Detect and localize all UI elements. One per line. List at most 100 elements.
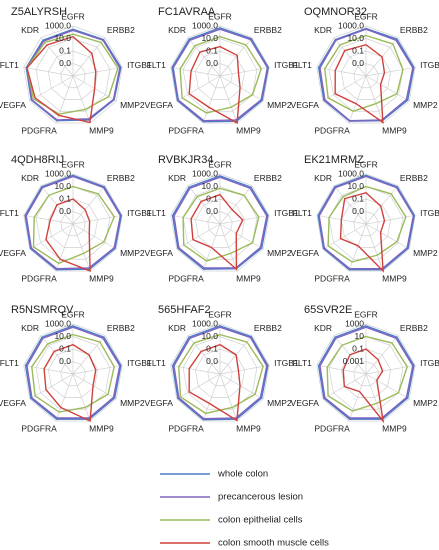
r-tick-label: 0.1 [59, 193, 71, 203]
axis-label: ERBB2 [400, 173, 428, 183]
grid-ring [182, 38, 258, 112]
chart-title: 65SVR2E [304, 304, 352, 316]
r-tick-label: 0.1 [352, 45, 364, 55]
series-line [319, 326, 414, 419]
axis-label: ITGB1 [127, 358, 152, 368]
axis-label: EGFR [61, 309, 85, 319]
series-line [339, 191, 386, 273]
series-line [173, 326, 268, 420]
spoke [72, 75, 91, 124]
r-tick-label: 10.0 [201, 33, 218, 43]
r-tick-label: 0.1 [352, 193, 364, 203]
spoke [187, 185, 221, 225]
axis-label: VEGFA [145, 398, 174, 408]
axis-label: EGFR [354, 159, 378, 169]
axis-label: VEGFA [145, 248, 174, 258]
spoke [72, 223, 91, 272]
grid-ring [207, 63, 233, 89]
spoke [187, 335, 221, 375]
axis-label: ERBB2 [400, 323, 428, 333]
grid-ring [48, 198, 98, 248]
grid-ring [316, 323, 416, 422]
chart-title: 4QDH8RIJ [11, 154, 64, 166]
axis-label: VEGFA [291, 100, 320, 110]
axis-label: EGFR [61, 11, 85, 21]
grid-ring [207, 211, 233, 237]
series-line [26, 29, 121, 121]
axis-label: FLT1 [0, 358, 19, 368]
series-line [188, 45, 241, 125]
series-line [178, 333, 264, 415]
spoke [219, 223, 264, 250]
grid-ring [23, 323, 123, 422]
axis-label: PDGFRA [314, 424, 350, 434]
axis-label: PDGFRA [168, 424, 204, 434]
axis-label: ITGB1 [127, 208, 152, 218]
spoke [365, 373, 384, 422]
series-line [327, 185, 407, 263]
series-line [179, 35, 263, 114]
r-tick-label: 1000.0 [338, 20, 364, 30]
axis-label: MMP9 [89, 126, 114, 136]
axis-label: KDR [314, 173, 332, 183]
spoke [72, 223, 117, 250]
axis-label: EGFR [354, 11, 378, 21]
r-tick-label: 0.0 [206, 58, 218, 68]
r-tick-label: 0.0 [206, 206, 218, 216]
axis-label: MMP2 [267, 398, 292, 408]
grid-ring [195, 50, 245, 100]
grid-ring [170, 25, 270, 124]
grid-ring [195, 348, 245, 398]
series-line [45, 198, 91, 273]
r-tick-label: 1000.0 [45, 20, 71, 30]
series-line [24, 325, 122, 420]
r-tick-label: 0.1 [206, 343, 218, 353]
r-tick-label: 0.0 [59, 206, 71, 216]
axis-label: PDGFRA [21, 126, 57, 136]
chart-title: EK21MRMZ [304, 154, 364, 166]
r-tick-label: 1000.0 [192, 20, 218, 30]
spoke [365, 75, 384, 124]
axis-label: PDGFRA [21, 274, 57, 284]
axis-label: MMP9 [236, 126, 261, 136]
grid-ring [353, 211, 379, 237]
grid-ring [23, 173, 123, 272]
axis-label: MMP2 [267, 100, 292, 110]
grid-ring [35, 186, 111, 260]
axis-label: VEGFA [0, 398, 26, 408]
spoke [72, 66, 123, 77]
spoke [40, 335, 74, 375]
series-line [188, 343, 241, 422]
spoke [322, 223, 367, 250]
axis-label: MMP2 [120, 398, 145, 408]
spoke [333, 185, 367, 225]
axis-label: ERBB2 [107, 25, 135, 35]
axis-label: EGFR [208, 11, 232, 21]
r-tick-label: 1000.0 [45, 168, 71, 178]
spoke [72, 37, 106, 77]
spoke [40, 37, 74, 77]
axis-label: FLT1 [147, 208, 166, 218]
r-tick-label: 10.0 [201, 331, 218, 341]
spoke [29, 75, 74, 102]
axis-label: MMP9 [382, 274, 407, 284]
grid-ring [170, 323, 270, 422]
axis-label: MMP9 [382, 126, 407, 136]
spoke [316, 364, 367, 375]
spoke [202, 75, 221, 124]
spoke [23, 66, 74, 77]
axis-label: MMP2 [120, 248, 145, 258]
axis-label: MMP9 [236, 424, 261, 434]
grid-ring [328, 336, 404, 410]
series-line [319, 28, 414, 122]
series-line [26, 326, 121, 419]
axis-label: ERBB2 [254, 323, 282, 333]
axis-label: MMP9 [89, 274, 114, 284]
series-line [32, 185, 116, 265]
axis-label: MMP9 [89, 424, 114, 434]
axis-label: ITGB1 [420, 208, 439, 218]
axis-label: VEGFA [0, 100, 26, 110]
series-line [25, 175, 122, 270]
r-tick-label: 0.1 [352, 343, 364, 353]
axis-label: FLT1 [293, 358, 312, 368]
